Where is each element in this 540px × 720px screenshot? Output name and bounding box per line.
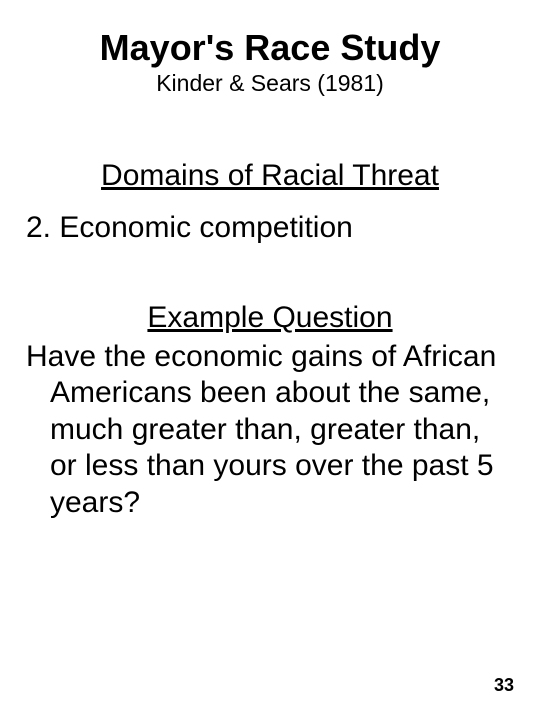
slide-title: Mayor's Race Study: [20, 28, 520, 68]
list-item: 2. Economic competition: [20, 211, 520, 245]
item-number: 2.: [26, 211, 51, 244]
slide-subtitle: Kinder & Sears (1981): [20, 70, 520, 97]
slide: Mayor's Race Study Kinder & Sears (1981)…: [0, 0, 540, 720]
page-number: 33: [494, 675, 514, 696]
section-heading: Domains of Racial Threat: [20, 159, 520, 193]
item-text: Economic competition: [59, 211, 352, 244]
example-heading: Example Question: [20, 301, 520, 335]
body-text: Have the economic gains of African Ameri…: [44, 339, 520, 522]
